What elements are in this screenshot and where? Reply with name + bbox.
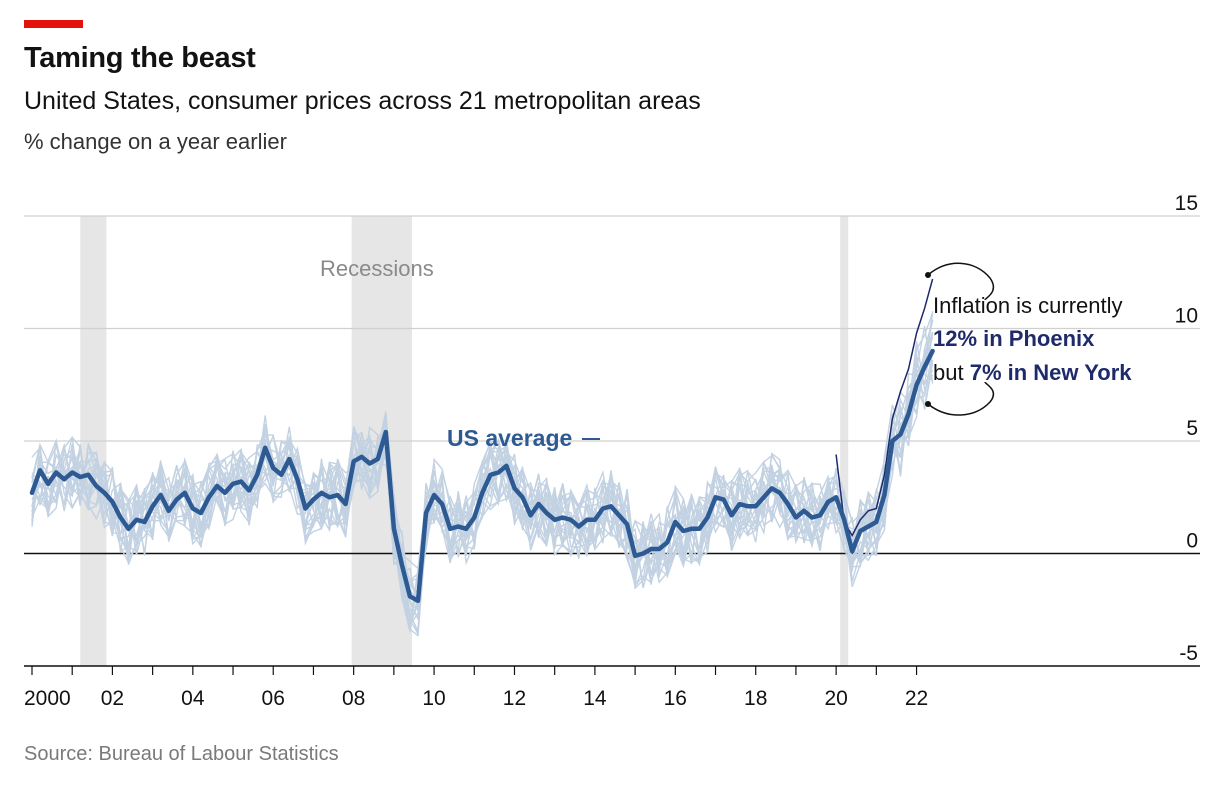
us-average-line <box>29 348 935 604</box>
new-york-marker <box>925 401 931 407</box>
metro-lines-group <box>31 311 934 637</box>
source-note: Source: Bureau of Labour Statistics <box>24 743 339 765</box>
chart-subtitle: United States, consumer prices across 21… <box>24 87 701 115</box>
phoenix-marker <box>925 272 931 278</box>
us-average-label: US average <box>447 425 572 451</box>
x-tick-label: 10 <box>422 687 445 710</box>
recessions-label: Recessions <box>320 256 434 281</box>
chart-units: % change on a year earlier <box>24 129 287 154</box>
x-tick-label: 08 <box>342 687 365 710</box>
y-tick-label: 10 <box>1175 305 1198 328</box>
metro-line <box>31 312 934 595</box>
chart-title: Taming the beast <box>24 42 256 74</box>
callout-bracket-top <box>927 262 995 301</box>
x-tick-label: 18 <box>744 687 767 710</box>
y-tick-label: 0 <box>1186 530 1198 553</box>
x-tick-label: 14 <box>583 687 607 710</box>
callout-bracket-bottom <box>927 381 995 416</box>
x-tick-label: 2000 <box>24 687 71 710</box>
callout-line-2: 12% in Phoenix <box>933 326 1095 351</box>
metro-line <box>31 332 934 587</box>
gridlines: 15 10 5 0 -5 <box>24 192 1200 667</box>
x-tick-label: 04 <box>181 687 205 710</box>
brand-red-bar <box>24 20 83 28</box>
x-tick-label: 02 <box>101 687 124 710</box>
callout-line-3-prefix: but <box>933 360 970 385</box>
highlight-metro-group <box>835 278 934 538</box>
callout-line-1: Inflation is currently <box>933 293 1123 318</box>
y-tick-label: 5 <box>1186 417 1198 440</box>
axes-group: 2000 02 04 06 08 10 12 14 16 18 20 22 <box>24 665 1200 710</box>
callout-line-3: but 7% in New York <box>933 360 1132 385</box>
callout-line-3-strong: 7% in New York <box>970 360 1133 385</box>
metro-line <box>31 360 934 612</box>
x-tick-label: 12 <box>503 687 526 710</box>
x-tick-label: 16 <box>664 687 687 710</box>
x-tick-label: 20 <box>824 687 847 710</box>
us-average-group <box>29 348 935 604</box>
y-tick-label: -5 <box>1179 642 1198 665</box>
y-tick-label: 15 <box>1175 192 1198 215</box>
x-tick-label: 22 <box>905 687 928 710</box>
labels-group: Recessions US average Inflation is curre… <box>320 256 1132 451</box>
metro-line <box>31 319 934 612</box>
x-tick-label: 06 <box>262 687 285 710</box>
phoenix-line <box>835 278 934 538</box>
